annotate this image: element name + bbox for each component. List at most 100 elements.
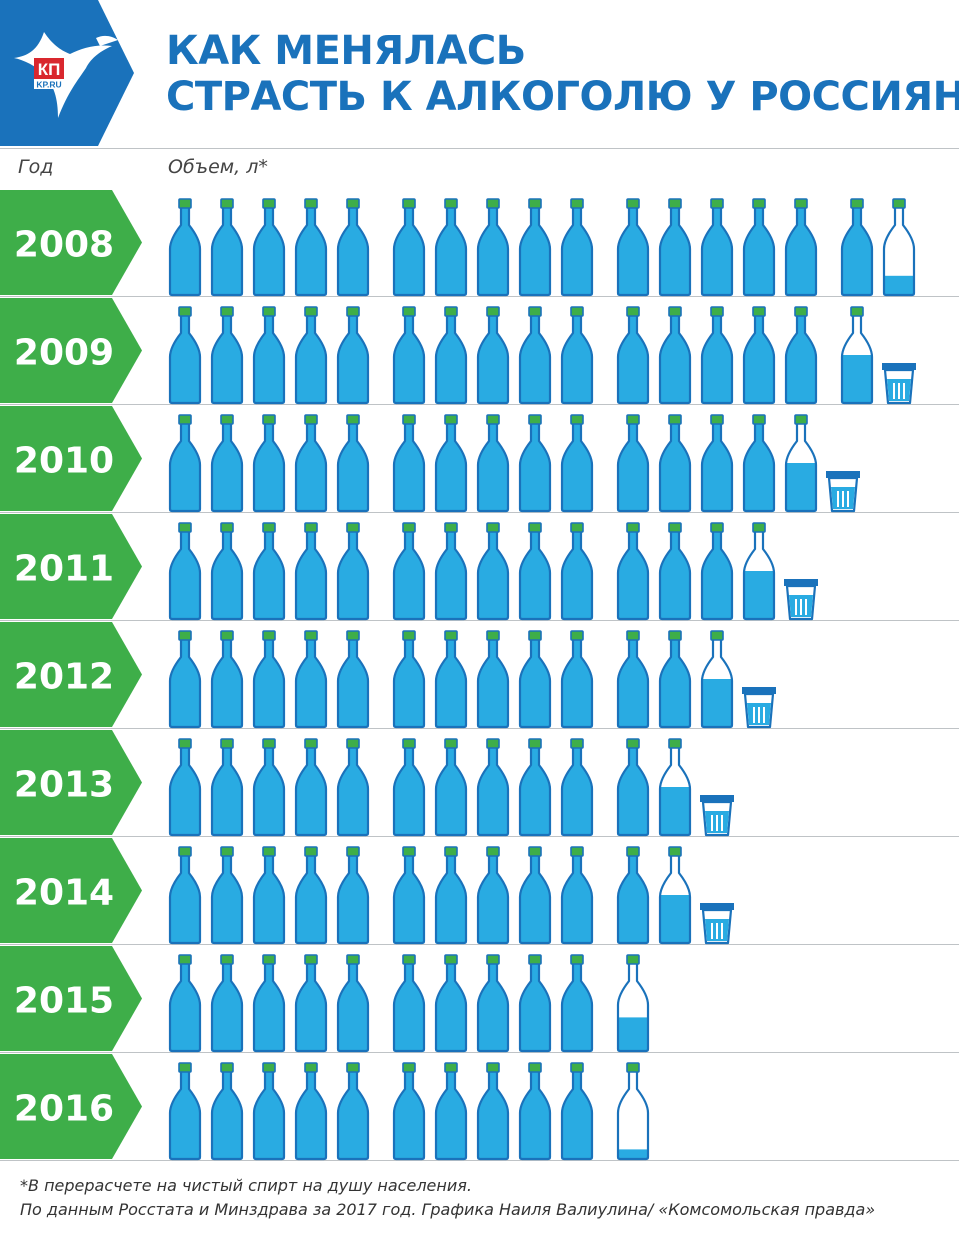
- bottle-icon: [476, 198, 510, 297]
- year-label: 2010: [14, 441, 114, 482]
- bottle-icon: [560, 738, 594, 837]
- row-divider: [0, 836, 959, 837]
- bottle-icon: [252, 1062, 286, 1161]
- bottle-icon: [518, 306, 552, 405]
- bottle-icon: [168, 954, 202, 1053]
- year-label: 2008: [14, 225, 114, 266]
- bottle-icon: [336, 738, 370, 837]
- bottle-icon: [210, 630, 244, 729]
- bottle-icon: [784, 414, 818, 513]
- bottle-icon: [518, 738, 552, 837]
- bottle-icon: [476, 306, 510, 405]
- bottle-icon: [336, 306, 370, 405]
- bottle-icon: [168, 306, 202, 405]
- footnote: *В перерасчете на чистый спирт на душу н…: [20, 1176, 472, 1195]
- bottle-icon: [210, 1062, 244, 1161]
- bottle-icon: [210, 954, 244, 1053]
- bottle-icon: [616, 846, 650, 945]
- bottle-icon: [658, 306, 692, 405]
- bottle-icon: [392, 198, 426, 297]
- bottle-icon: [616, 414, 650, 513]
- title-line-2: СТРАСТЬ К АЛКОГОЛЮ У РОССИЯН: [166, 74, 959, 120]
- bottle-icon: [252, 630, 286, 729]
- bottle-icon: [294, 846, 328, 945]
- kp-badge: [34, 58, 64, 79]
- bottle-icon: [560, 198, 594, 297]
- year-label: 2016: [14, 1089, 114, 1130]
- logo-site-text: KP.RU: [36, 80, 61, 90]
- bottle-icon: [392, 306, 426, 405]
- bottle-icon: [476, 414, 510, 513]
- pictogram-chart: 2008 2009 2010 2011 2012 2013 2014 2015 2016: [0, 190, 959, 1161]
- bottle-icon: [434, 198, 468, 297]
- bottle-icon: [616, 306, 650, 405]
- row-divider: [0, 404, 959, 405]
- bottle-icon: [210, 738, 244, 837]
- bottle-icon: [294, 630, 328, 729]
- bottle-icon: [518, 630, 552, 729]
- bottle-icon: [658, 414, 692, 513]
- year-label: 2011: [14, 549, 114, 590]
- bottle-icon: [392, 738, 426, 837]
- bottle-icon: [168, 738, 202, 837]
- bottle-icon: [658, 738, 692, 837]
- bottle-icon: [518, 522, 552, 621]
- bottle-icon: [252, 414, 286, 513]
- bottle-icon: [840, 306, 874, 405]
- bottle-icon: [784, 306, 818, 405]
- year-label: 2009: [14, 333, 114, 374]
- bottle-icon: [518, 954, 552, 1053]
- bottle-icon: [476, 522, 510, 621]
- glass-icon: [826, 471, 860, 513]
- bottle-icon: [616, 738, 650, 837]
- bottle-icon: [252, 954, 286, 1053]
- bottle-icon: [616, 198, 650, 297]
- bottle-icon: [616, 954, 650, 1053]
- bottle-icon: [210, 306, 244, 405]
- bottle-icon: [392, 414, 426, 513]
- bottle-icon: [168, 414, 202, 513]
- year-band: [0, 406, 142, 511]
- bottle-icon: [476, 738, 510, 837]
- header-divider-top: [0, 148, 959, 149]
- bottle-icon: [294, 414, 328, 513]
- bottle-icon: [742, 522, 776, 621]
- year-band: [0, 190, 142, 295]
- bottle-icon: [434, 954, 468, 1053]
- bottle-icon: [294, 1062, 328, 1161]
- bottle-icon: [518, 414, 552, 513]
- year-label: 2013: [14, 765, 114, 806]
- bottle-icon: [434, 846, 468, 945]
- year-band: [0, 946, 142, 1051]
- row-divider: [0, 1160, 959, 1161]
- bottle-icon: [336, 954, 370, 1053]
- bottle-icon: [700, 522, 734, 621]
- bottle-icon: [616, 630, 650, 729]
- bottle-icon: [742, 414, 776, 513]
- source-credit: По данным Росстата и Минздрава за 2017 г…: [20, 1200, 876, 1219]
- bottle-icon: [336, 1062, 370, 1161]
- bottle-icon: [560, 522, 594, 621]
- bottle-icon: [658, 198, 692, 297]
- bottle-icon: [742, 198, 776, 297]
- bottle-icon: [294, 198, 328, 297]
- bottle-icon: [252, 306, 286, 405]
- year-label: 2014: [14, 873, 114, 914]
- bottle-icon: [252, 522, 286, 621]
- bottle-icon: [434, 522, 468, 621]
- row-divider: [0, 620, 959, 621]
- row-divider: [0, 296, 959, 297]
- bottle-icon: [294, 306, 328, 405]
- row-divider: [0, 1052, 959, 1053]
- bottle-icon: [560, 846, 594, 945]
- bottle-icon: [392, 630, 426, 729]
- bottle-icon: [434, 630, 468, 729]
- bottle-icon: [476, 1062, 510, 1161]
- bottle-icon: [336, 630, 370, 729]
- bottle-icon: [476, 846, 510, 945]
- bottle-icon: [560, 630, 594, 729]
- bottle-icon: [392, 954, 426, 1053]
- bottle-icon: [658, 630, 692, 729]
- bottle-icon: [700, 630, 734, 729]
- bottle-icon: [392, 846, 426, 945]
